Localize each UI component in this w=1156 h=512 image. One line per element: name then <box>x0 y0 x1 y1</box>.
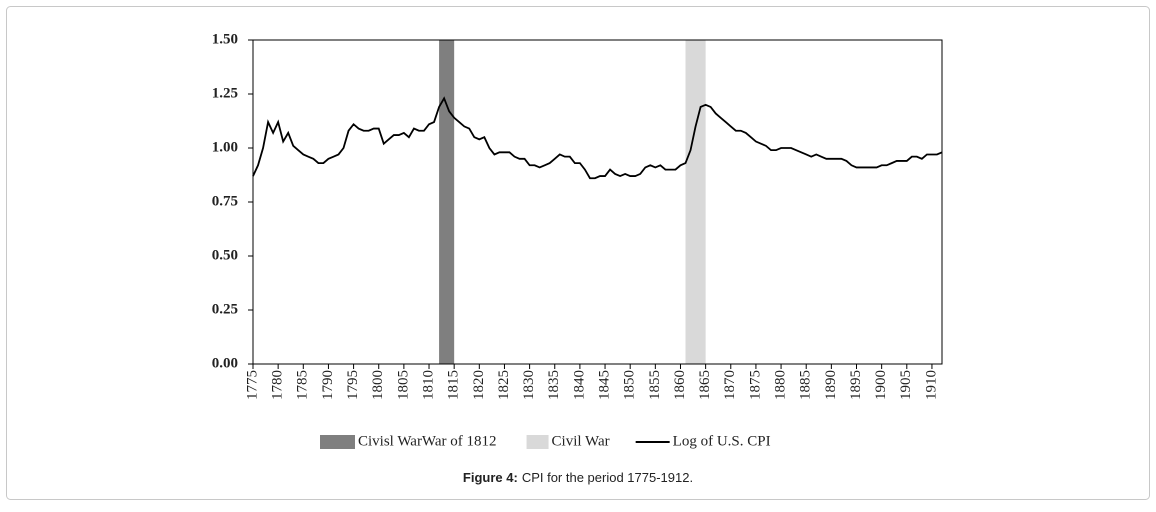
y-tick-label: 0.75 <box>212 193 238 209</box>
x-tick-label: 1850 <box>622 370 638 400</box>
x-tick-label: 1845 <box>596 370 612 400</box>
x-tick-label: 1885 <box>798 370 814 400</box>
x-tick-label: 1790 <box>320 370 336 400</box>
x-tick-label: 1890 <box>823 370 839 400</box>
legend-label: Log of U.S. CPI <box>673 433 771 449</box>
x-tick-label: 1795 <box>345 370 361 400</box>
caption-label: Figure 4: <box>463 470 518 485</box>
legend-swatch <box>526 435 549 449</box>
x-tick-label: 1865 <box>697 370 713 400</box>
legend-label: Civil War <box>552 433 610 449</box>
war-band <box>439 40 455 364</box>
x-tick-label: 1905 <box>898 370 914 400</box>
y-tick-label: 1.25 <box>212 85 238 101</box>
x-tick-label: 1825 <box>496 370 512 400</box>
x-tick-label: 1835 <box>546 370 562 400</box>
x-tick-label: 1860 <box>672 370 688 400</box>
war-band <box>685 40 706 364</box>
x-tick-label: 1785 <box>295 370 311 400</box>
x-tick-label: 1880 <box>773 370 789 400</box>
x-tick-label: 1875 <box>747 370 763 400</box>
x-tick-label: 1805 <box>395 370 411 400</box>
y-tick-label: 0.25 <box>212 301 238 317</box>
x-tick-label: 1815 <box>446 370 462 400</box>
x-tick-label: 1800 <box>370 370 386 400</box>
x-tick-label: 1780 <box>270 370 286 400</box>
y-tick-label: 1.00 <box>212 139 238 155</box>
x-tick-label: 1870 <box>722 370 738 400</box>
x-tick-label: 1830 <box>521 370 537 400</box>
y-tick-label: 0.50 <box>212 247 238 263</box>
x-tick-label: 1900 <box>873 370 889 400</box>
cpi-line <box>252 96 943 180</box>
x-tick-label: 1855 <box>647 370 663 400</box>
caption-text: CPI for the period 1775-1912. <box>522 470 693 485</box>
y-tick-label: 0.00 <box>212 355 238 371</box>
y-tick-label: 1.50 <box>212 31 238 47</box>
x-tick-label: 1840 <box>571 370 587 400</box>
legend-label: Civisl WarWar of 1812 <box>358 433 497 449</box>
x-tick-label: 1810 <box>420 370 436 400</box>
legend-swatch <box>320 435 355 449</box>
x-tick-label: 1775 <box>244 370 260 400</box>
x-tick-label: 1895 <box>848 370 864 400</box>
x-tick-label: 1910 <box>923 370 939 400</box>
caption: Figure 4: CPI for the period 1775-1912. <box>463 470 693 485</box>
figure-frame <box>6 6 1150 500</box>
x-tick-label: 1820 <box>471 370 487 400</box>
